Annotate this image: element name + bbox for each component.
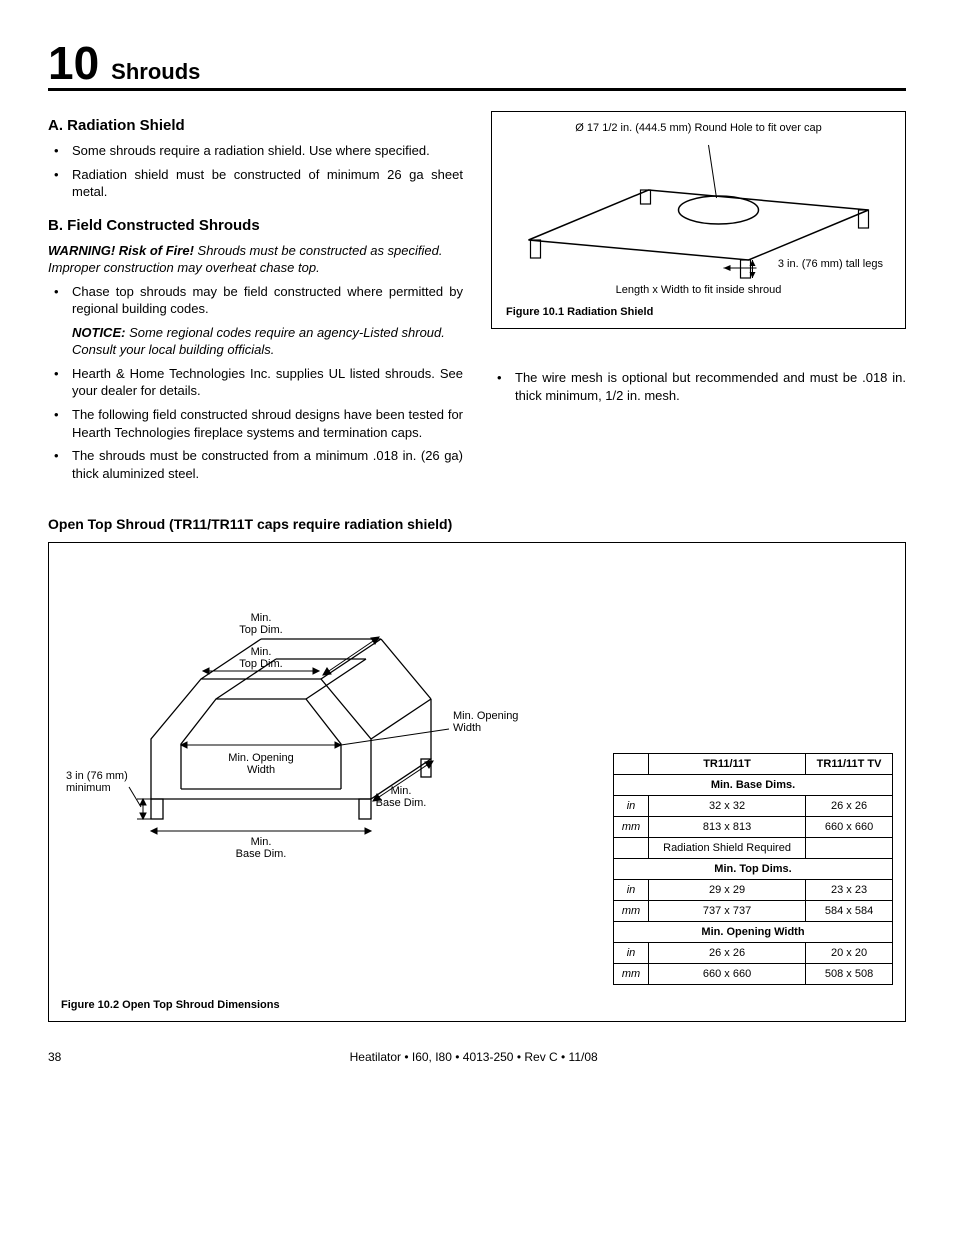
table-cell: mm bbox=[614, 901, 649, 922]
open-top-shroud-diagram: Min. Top Dim. Min. Top Dim. Min. Opening… bbox=[61, 559, 531, 859]
table-header: TR11/11T TV bbox=[806, 754, 893, 775]
table-cell: 584 x 584 bbox=[806, 901, 893, 922]
section-b-list-2: Hearth & Home Technologies Inc. supplies… bbox=[48, 365, 463, 482]
chapter-header: 10 Shrouds bbox=[48, 40, 906, 91]
svg-text:Width: Width bbox=[453, 722, 481, 734]
table-cell: in bbox=[614, 880, 649, 901]
section-b-list-1: Chase top shrouds may be field construct… bbox=[48, 283, 463, 318]
list-item: Chase top shrouds may be field construct… bbox=[48, 283, 463, 318]
svg-text:Base Dim.: Base Dim. bbox=[236, 848, 287, 859]
figure-10-2: Min. Top Dim. Min. Top Dim. Min. Opening… bbox=[48, 542, 906, 1022]
table-cell: 26 x 26 bbox=[648, 943, 805, 964]
svg-text:Width: Width bbox=[247, 764, 275, 776]
table-cell: in bbox=[614, 796, 649, 817]
table-cell: in bbox=[614, 943, 649, 964]
left-column: A. Radiation Shield Some shrouds require… bbox=[48, 111, 463, 488]
notice-lead: NOTICE: bbox=[72, 325, 125, 340]
warning-lead: WARNING! Risk of Fire! bbox=[48, 243, 194, 258]
table-section: Min. Top Dims. bbox=[614, 859, 893, 880]
table-cell: 32 x 32 bbox=[648, 796, 805, 817]
table-cell: mm bbox=[614, 817, 649, 838]
notice-text: NOTICE: Some regional codes require an a… bbox=[72, 324, 463, 359]
right-bullet-list: The wire mesh is optional but recommende… bbox=[491, 369, 906, 404]
section-b-heading: B. Field Constructed Shrouds bbox=[48, 217, 463, 234]
table-cell: 20 x 20 bbox=[806, 943, 893, 964]
svg-text:3 in (76 mm): 3 in (76 mm) bbox=[66, 770, 128, 782]
page-footer: 38 Heatilator • I60, I80 • 4013-250 • Re… bbox=[48, 1050, 906, 1064]
list-item: Some shrouds require a radiation shield.… bbox=[48, 142, 463, 160]
dimensions-table: TR11/11T TR11/11T TV Min. Base Dims. in … bbox=[613, 753, 893, 985]
svg-text:Base Dim.: Base Dim. bbox=[376, 797, 427, 809]
table-cell: Radiation Shield Required bbox=[648, 838, 805, 859]
table-cell: 660 x 660 bbox=[806, 817, 893, 838]
table-section: Min. Base Dims. bbox=[614, 775, 893, 796]
svg-text:Min.: Min. bbox=[251, 836, 272, 848]
list-item: The wire mesh is optional but recommende… bbox=[491, 369, 906, 404]
svg-text:minimum: minimum bbox=[66, 782, 111, 794]
chapter-title: Shrouds bbox=[111, 59, 200, 85]
svg-text:Min. Opening: Min. Opening bbox=[453, 710, 518, 722]
table-cell: 23 x 23 bbox=[806, 880, 893, 901]
table-section: Min. Opening Width bbox=[614, 922, 893, 943]
table-header: TR11/11T bbox=[648, 754, 805, 775]
list-item: Hearth & Home Technologies Inc. supplies… bbox=[48, 365, 463, 400]
right-column: Ø 17 1/2 in. (444.5 mm) Round Hole to fi… bbox=[491, 111, 906, 488]
table-cell: 660 x 660 bbox=[648, 964, 805, 985]
fig2-caption: Figure 10.2 Open Top Shroud Dimensions bbox=[61, 999, 280, 1011]
figure-10-1: Ø 17 1/2 in. (444.5 mm) Round Hole to fi… bbox=[491, 111, 906, 329]
chapter-number: 10 bbox=[48, 40, 99, 86]
list-item: The following field constructed shroud d… bbox=[48, 406, 463, 441]
table-cell: mm bbox=[614, 964, 649, 985]
table-header bbox=[614, 754, 649, 775]
warning-text: WARNING! Risk of Fire! Shrouds must be c… bbox=[48, 242, 463, 277]
svg-text:Min.: Min. bbox=[251, 646, 272, 658]
svg-text:Min. Opening: Min. Opening bbox=[228, 752, 293, 764]
fig1-caption: Figure 10.1 Radiation Shield bbox=[506, 306, 891, 318]
fig1-legs-label: 3 in. (76 mm) tall legs bbox=[506, 258, 883, 270]
section-a-heading: A. Radiation Shield bbox=[48, 117, 463, 134]
svg-text:Top Dim.: Top Dim. bbox=[239, 658, 282, 670]
table-cell: 508 x 508 bbox=[806, 964, 893, 985]
table-cell: 737 x 737 bbox=[648, 901, 805, 922]
section-a-list: Some shrouds require a radiation shield.… bbox=[48, 142, 463, 201]
svg-text:Min.: Min. bbox=[251, 612, 272, 624]
fig1-hole-label: Ø 17 1/2 in. (444.5 mm) Round Hole to fi… bbox=[506, 122, 891, 134]
svg-text:Min.: Min. bbox=[391, 785, 412, 797]
list-item: The shrouds must be constructed from a m… bbox=[48, 447, 463, 482]
table-cell bbox=[806, 838, 893, 859]
page-number: 38 bbox=[48, 1050, 61, 1064]
table-cell bbox=[614, 838, 649, 859]
table-cell: 26 x 26 bbox=[806, 796, 893, 817]
footer-text: Heatilator • I60, I80 • 4013-250 • Rev C… bbox=[350, 1050, 598, 1064]
list-item: Radiation shield must be constructed of … bbox=[48, 166, 463, 201]
table-cell: 813 x 813 bbox=[648, 817, 805, 838]
table-cell: 29 x 29 bbox=[648, 880, 805, 901]
open-top-heading: Open Top Shroud (TR11/TR11T caps require… bbox=[48, 516, 906, 532]
fig1-lw-label: Length x Width to fit inside shroud bbox=[506, 284, 891, 296]
svg-text:Top Dim.: Top Dim. bbox=[239, 624, 282, 636]
notice-body: Some regional codes require an agency-Li… bbox=[72, 325, 445, 358]
